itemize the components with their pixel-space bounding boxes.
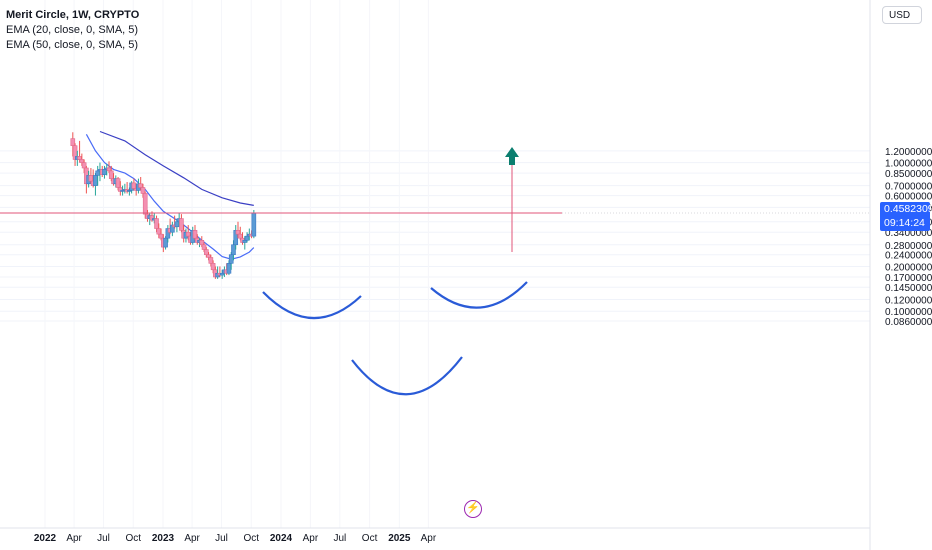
candle-body (204, 249, 209, 256)
ema50-path (99, 130, 254, 206)
candle-body (108, 170, 114, 179)
x-tick-label: Jul (333, 533, 346, 544)
x-tick-label: 2022 (34, 533, 57, 544)
time-axis[interactable]: 2022 Apr Jul Oct 2023 Apr Jul Oct 2024 Apr Jul Oct 2… (0, 527, 870, 544)
candle-body (206, 254, 211, 258)
candle-body (208, 257, 214, 264)
x-tick-label: Apr (303, 533, 319, 544)
candle-body (174, 221, 180, 228)
candle-body (77, 156, 82, 160)
ema50-legend: EMA (50, close, 0, SMA, 5) (6, 39, 139, 51)
candle-body (70, 138, 76, 146)
x-tick-label: Jul (215, 533, 228, 544)
ema20-line (85, 134, 255, 260)
candle-body (138, 183, 143, 188)
candle-body (201, 244, 207, 250)
x-tick-label: Oct (362, 533, 378, 544)
ema50-line (99, 130, 254, 206)
candle-body (163, 237, 168, 248)
symbol-title: Merit Circle, 1W, CRYPTO (6, 9, 140, 21)
ema20-path (85, 134, 255, 260)
x-tick-label: Oct (243, 533, 259, 544)
candle-body (140, 187, 146, 194)
candle-body (179, 218, 184, 231)
flash-icon[interactable]: ⚡ (464, 500, 482, 518)
candle-body (210, 263, 216, 271)
ema20-legend: EMA (20, close, 0, SMA, 5) (6, 24, 139, 36)
x-tick-label: Oct (125, 533, 141, 544)
candle-body (251, 212, 257, 237)
candle-body (154, 218, 159, 229)
candle (93, 173, 98, 196)
candle-body (79, 159, 85, 163)
candle-body (88, 175, 94, 182)
candle (179, 214, 184, 233)
candle (170, 221, 175, 237)
head-arc (351, 356, 463, 396)
candle-body (235, 230, 241, 235)
x-tick-label: Jul (97, 533, 110, 544)
target-arrow-icon (505, 147, 519, 165)
y-tick-label: 0.08600000 (885, 317, 932, 328)
candle-body (242, 240, 248, 243)
candle-body (95, 170, 100, 176)
candle-body (115, 178, 121, 188)
x-tick-label: Apr (184, 533, 200, 544)
x-tick-label: 2025 (388, 533, 411, 544)
candle-body (102, 169, 107, 175)
candle-body (131, 182, 137, 189)
candle-body (226, 263, 232, 274)
grid (0, 150, 870, 322)
candle-body (142, 193, 148, 215)
x-tick-label: 2023 (152, 533, 175, 544)
candle-body (81, 162, 87, 169)
candle-body (199, 240, 205, 246)
x-tick-label: Apr (66, 533, 82, 544)
candle (251, 209, 257, 239)
bar-countdown: 09:14:24 (884, 217, 925, 229)
candle-body (192, 230, 198, 239)
x-tick-label: Apr (421, 533, 437, 544)
candle-body (106, 167, 112, 172)
chart-legend: Merit Circle, 1W, CRYPTO EMA (20, close,… (6, 8, 139, 53)
candle-body (158, 233, 164, 239)
candle-body (156, 228, 162, 235)
candles (70, 132, 257, 279)
left-shoulder-arc (262, 291, 362, 320)
candle-body (244, 235, 250, 241)
candle-body (237, 233, 243, 239)
candle-body (228, 254, 234, 264)
x-tick-label: 2024 (270, 533, 293, 544)
candle-body (93, 175, 98, 186)
right-shoulder-arc (430, 281, 528, 309)
candle-body (185, 231, 191, 237)
candle-body (231, 244, 236, 256)
candle (124, 182, 130, 194)
drawings (0, 147, 870, 396)
currency-button[interactable]: USD (882, 6, 922, 24)
